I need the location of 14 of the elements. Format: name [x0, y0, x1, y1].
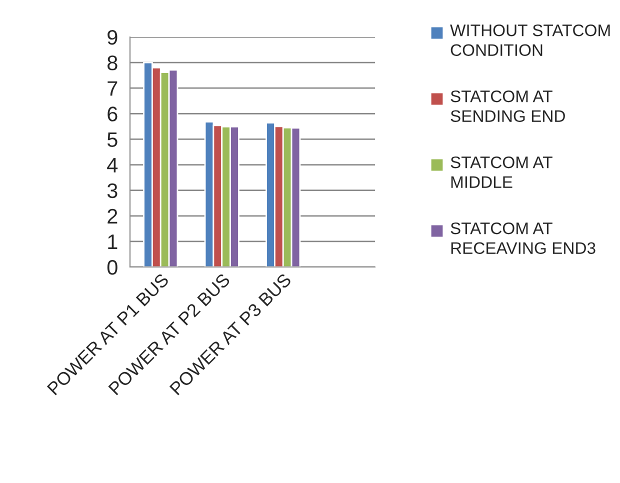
- legend-label: STATCOM AT MIDDLE: [450, 156, 552, 188]
- legend-label: STATCOM AT RECEAVING END3: [450, 222, 596, 254]
- y-tick-label: 1: [108, 234, 118, 249]
- y-tick-label: 2: [108, 208, 118, 224]
- legend-label: WITHOUT STATCOM CONDITION: [450, 24, 610, 56]
- y-tick-label: 5: [107, 132, 118, 147]
- legend-label: STATCOM AT SENDING END: [450, 90, 565, 122]
- y-tick-label: 3: [107, 183, 118, 198]
- y-tick-label: 6: [108, 106, 118, 122]
- y-tick-label: 9: [108, 30, 118, 45]
- y-tick-label: 4: [107, 158, 118, 172]
- y-tick-label: 0: [107, 260, 118, 275]
- y-tick-label: 8: [108, 56, 118, 70]
- y-tick-label: 7: [108, 81, 118, 96]
